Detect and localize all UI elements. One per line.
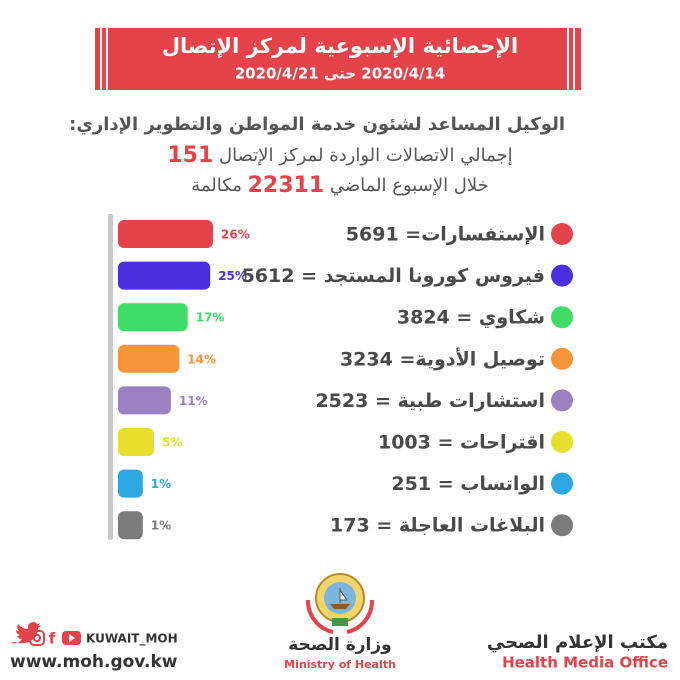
category-label: استشارات طبية = 2523 (315, 390, 545, 412)
chart: 26% الإستفسارات= 5691 25%فيروس كورونا المس… (118, 220, 573, 540)
bar (118, 469, 143, 498)
legend-dot (551, 223, 573, 245)
bar (118, 428, 155, 456)
value-label: 1% (151, 519, 171, 533)
value-label: 11% (179, 394, 208, 408)
office-en: Health Media Office (502, 654, 668, 672)
intro-text: مكالمة (191, 175, 242, 196)
intro-number: 22311 (248, 173, 325, 198)
legend-dot (551, 347, 573, 370)
intro-line: الوكيل المساعد لشئون خدمة المواطن والتطو… (69, 114, 565, 135)
legend-dot (551, 264, 573, 287)
intro-line: خلال الإسبوع الماضي 22311 مكالمة (191, 173, 489, 198)
ministry-logo (305, 573, 375, 634)
axis-bar (108, 214, 113, 540)
bar (118, 344, 180, 373)
intro-text: خلال الإسبوع الماضي (330, 175, 489, 196)
value-label: 1% (151, 477, 171, 491)
bar (118, 511, 143, 540)
category-label: الواتساب = 251 (391, 473, 545, 495)
category-label: اقتراحات = 1003 (378, 432, 545, 454)
bar (118, 220, 213, 248)
office-ar: مكتب الإعلام الصحي (487, 632, 668, 653)
intro-number: 151 (167, 143, 213, 168)
ministry-ar: وزارة الصحة (288, 635, 391, 655)
svg-text:f: f (49, 630, 56, 648)
social-icons: f (10, 622, 81, 648)
value-label: 14% (187, 352, 216, 366)
legend-dot (551, 514, 573, 537)
category-label: شكاوي = 3824 (397, 307, 545, 330)
header-box (95, 28, 581, 90)
website: www.moh.gov.kw (10, 652, 178, 672)
category-label: البلاغات العاجلة = 173 (330, 515, 545, 537)
intro-text: إجمالي الاتصالات الواردة لمركز الإتصال (219, 145, 513, 166)
category-label: فيروس كورونا المستجد = 5612 (242, 265, 545, 287)
legend-dot (551, 472, 573, 495)
bar (118, 386, 171, 415)
social-handle: KUWAIT_MOH (86, 632, 178, 647)
ministry-en: Ministry of Health (284, 658, 396, 671)
legend-dot (551, 306, 573, 329)
category-label: توصيل الأدوية= 3234 (340, 347, 545, 370)
value-label: 26% (221, 228, 250, 242)
value-label: 25% (218, 269, 247, 283)
category-label: الإستفسارات= 5691 (346, 224, 545, 246)
header-stripes (100, 28, 575, 90)
legend-dot (551, 431, 573, 453)
value-label: 5% (162, 436, 182, 450)
header-dates: 2020/4/14 حتى 2020/4/21 (235, 65, 446, 83)
header-title: الإحصائية الإسبوعية لمركز الإتصال (162, 34, 518, 58)
bar (118, 261, 211, 290)
value-label: 17% (196, 311, 225, 325)
intro-line: إجمالي الاتصالات الواردة لمركز الإتصال 1… (167, 143, 512, 168)
legend-dot (551, 389, 573, 412)
bar (118, 303, 188, 332)
